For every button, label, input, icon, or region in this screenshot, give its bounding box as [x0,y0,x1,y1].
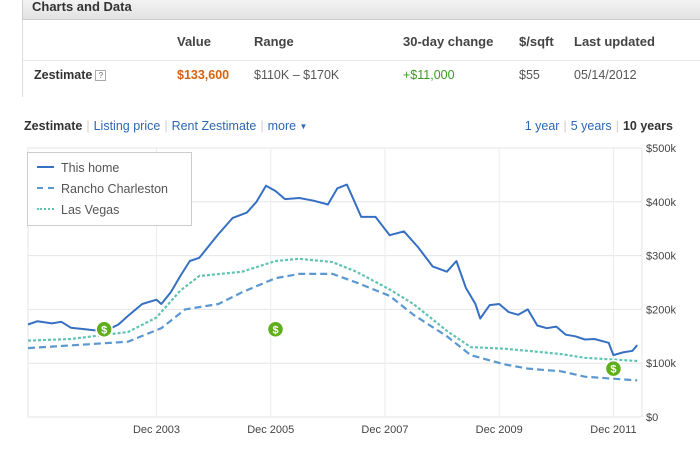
table-header: Value Range 30-day change $/sqft Last up… [23,34,700,56]
zestimate-per-sqft: $55 [519,68,540,82]
legend-swatch [37,166,54,168]
legend-swatch [37,187,54,189]
marker-circle [95,320,113,339]
marker-circle [266,320,285,339]
chart-svg: $0$100k$200k$300k$400k$500k Dec 2003 Dec … [27,143,676,436]
y-tick-label: $300k [646,251,676,263]
tab-more-label: more [267,119,297,133]
tab-divider: | [86,119,90,133]
chart-legend: This home Rancho Charleston Las Vegas [27,152,192,226]
tab-more[interactable]: more ▼ [268,119,308,133]
zestimate-value: $133,600 [177,68,230,82]
zestimate-label-text: Zestimate [34,68,93,82]
header-updated: Last updated [574,34,655,49]
marker-label: $ [272,324,278,336]
range-10-years[interactable]: 10 years [622,119,673,133]
x-tick-label: Dec 2009 [476,424,523,436]
tab-divider: | [260,119,264,133]
x-tick-label: Dec 2003 [133,424,180,436]
table-row: Zestimate? $133,600 $110K – $170K +$11,0… [23,60,700,92]
y-tick-label: $400k [646,197,676,209]
x-tick-label: Dec 2007 [361,424,408,436]
y-tick-label: $0 [646,412,658,424]
marker-circle [604,359,623,378]
tab-rent-zestimate[interactable]: Rent Zestimate [171,119,257,133]
panel-header: Charts and Data [22,0,700,20]
zestimate-table: Value Range 30-day change $/sqft Last up… [22,20,700,97]
chevron-down-icon: ▼ [299,122,308,131]
range-1-year[interactable]: 1 year [524,119,560,133]
panel-title: Charts and Data [32,0,132,14]
marker-label: $ [610,364,616,376]
y-tick-label: $500k [646,143,676,155]
legend-item-rancho-charleston[interactable]: Rancho Charleston [37,182,168,198]
help-icon[interactable]: ? [95,70,107,81]
header-sqft: $/sqft [519,34,554,49]
x-tick-label: Dec 2011 [590,424,636,436]
dollar-sale-marker-icon[interactable]: $ [95,320,113,339]
tab-divider: | [164,119,168,133]
time-range-selector: 1 year | 5 years | 10 years [525,119,673,133]
header-value: Value [177,34,211,49]
zestimate-range: $110K – $170K [254,68,340,82]
zestimate-change: +$11,000 [403,68,455,82]
price-chart[interactable]: $0 $100k $200k $300k $400k $500k Dec 2003 Dec … [0,140,700,469]
tab-zestimate[interactable]: Zestimate [24,119,83,133]
zestimate-last-updated: 05/14/2012 [574,68,637,82]
legend-label: Las Vegas [61,203,120,217]
range-divider: | [563,119,567,133]
range-5-years[interactable]: 5 years [570,119,612,133]
y-tick-label: $200k [646,304,676,316]
x-tick-label: Dec 2005 [247,424,294,436]
y-axis: $0 $100k $200k $300k $400k $500k [646,143,676,424]
range-divider: | [615,119,619,133]
dollar-sale-marker-icon[interactable]: $ [604,359,623,378]
chart-tabs: Zestimate | Listing price | Rent Zestimate | m… [24,119,307,135]
chart-series [27,183,638,382]
sale-markers: $ $ $ [95,320,623,378]
header-change: 30-day change [403,34,494,49]
series-line-this-home [27,183,638,357]
legend-label: This home [61,161,120,175]
x-axis: Dec 2003 Dec 2005 Dec 2007 Dec 2009 Dec 2011 [133,424,637,436]
series-line-rancho-charleston [27,272,638,382]
dollar-sale-marker-icon[interactable]: $ [266,320,285,339]
legend-label: Rancho Charleston [61,182,169,196]
legend-swatch [37,208,54,210]
legend-item-las-vegas[interactable]: Las Vegas [37,203,119,219]
marker-label: $ [101,324,107,336]
zestimate-label: Zestimate? [34,68,107,82]
tab-listing-price[interactable]: Listing price [93,119,161,133]
series-line-las-vegas [27,257,638,363]
y-tick-label: $100k [646,358,676,370]
legend-item-this-home[interactable]: This home [37,161,119,177]
header-range: Range [254,34,294,49]
